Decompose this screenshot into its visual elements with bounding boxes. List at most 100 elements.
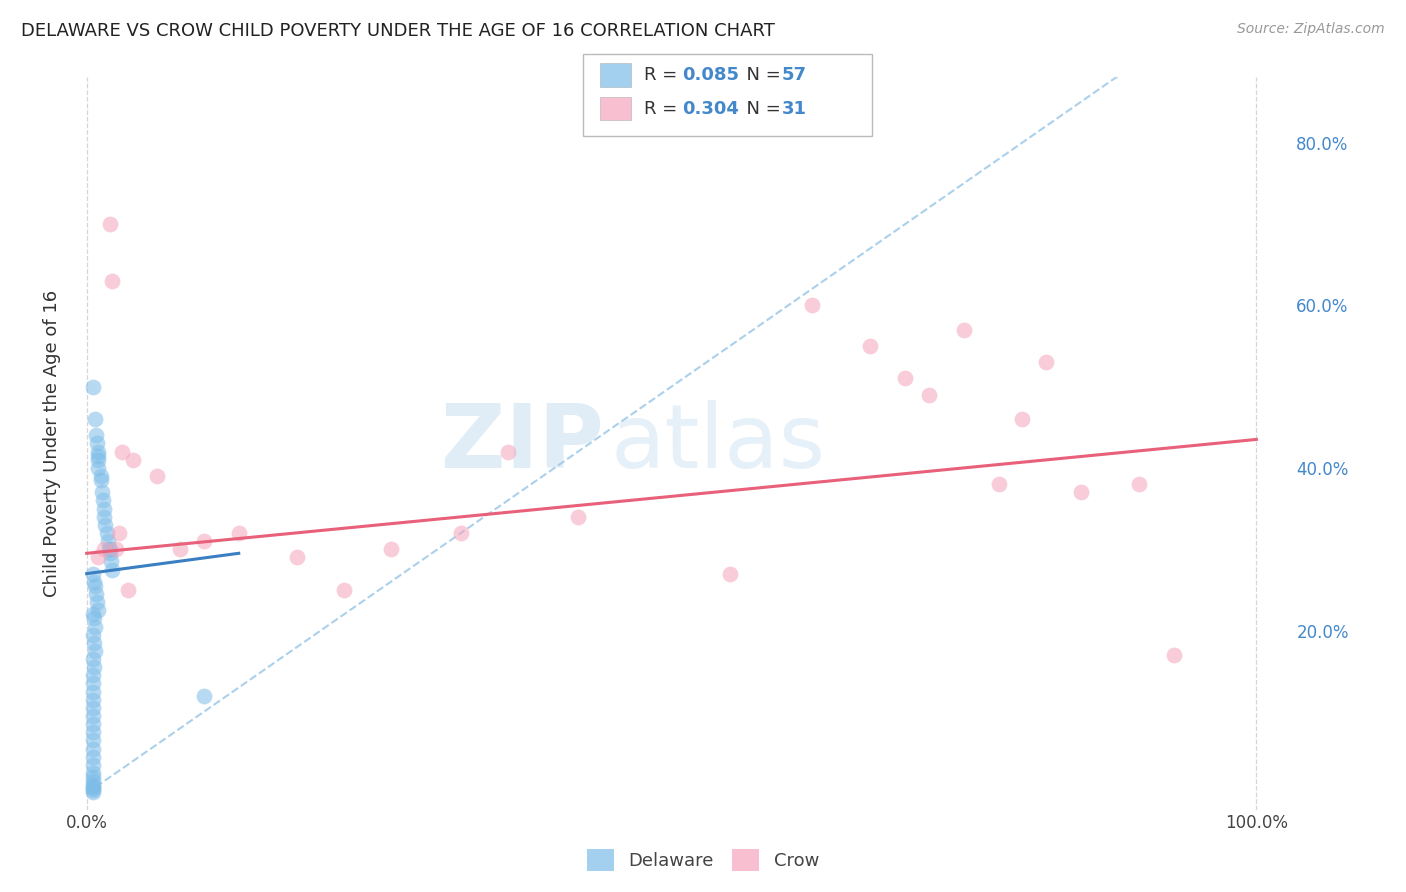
Text: 57: 57	[782, 66, 807, 84]
Point	[800, 298, 823, 312]
Point	[718, 566, 741, 581]
Point	[87, 449, 110, 463]
Point	[918, 387, 941, 401]
Point	[100, 554, 122, 568]
Point	[1163, 648, 1185, 662]
Point	[104, 542, 127, 557]
Point	[169, 542, 191, 557]
Point	[93, 501, 115, 516]
Legend: Delaware, Crow: Delaware, Crow	[579, 842, 827, 879]
Point	[146, 469, 169, 483]
Point	[894, 371, 917, 385]
Point	[101, 274, 124, 288]
Point	[82, 733, 104, 747]
Point	[82, 725, 104, 739]
Point	[82, 780, 104, 794]
Point	[228, 525, 250, 540]
Point	[1070, 485, 1092, 500]
Point	[193, 689, 215, 703]
Point	[1128, 477, 1150, 491]
Text: R =: R =	[644, 100, 683, 118]
Text: DELAWARE VS CROW CHILD POVERTY UNDER THE AGE OF 16 CORRELATION CHART: DELAWARE VS CROW CHILD POVERTY UNDER THE…	[21, 22, 775, 40]
Point	[82, 379, 104, 393]
Y-axis label: Child Poverty Under the Age of 16: Child Poverty Under the Age of 16	[44, 290, 60, 597]
Point	[93, 542, 115, 557]
Point	[83, 644, 105, 658]
Point	[83, 574, 105, 589]
Point	[82, 566, 104, 581]
Point	[567, 509, 589, 524]
Point	[83, 579, 105, 593]
Point	[953, 323, 976, 337]
Point	[193, 534, 215, 549]
Point	[87, 444, 110, 458]
Point	[97, 542, 120, 557]
Point	[82, 774, 104, 789]
Point	[83, 636, 105, 650]
Point	[83, 611, 105, 625]
Point	[82, 757, 104, 772]
Text: atlas: atlas	[610, 400, 825, 487]
Point	[82, 770, 104, 784]
Point	[83, 660, 105, 674]
Point	[122, 452, 145, 467]
Text: Source: ZipAtlas.com: Source: ZipAtlas.com	[1237, 22, 1385, 37]
Point	[98, 546, 121, 560]
Point	[82, 607, 104, 622]
Point	[82, 717, 104, 731]
Point	[87, 550, 110, 565]
Point	[86, 595, 108, 609]
Point	[111, 444, 134, 458]
Point	[96, 525, 118, 540]
Point	[108, 525, 131, 540]
Point	[82, 784, 104, 798]
Point	[98, 217, 121, 231]
Text: 0.085: 0.085	[682, 66, 740, 84]
Point	[90, 469, 112, 483]
Text: N =: N =	[735, 100, 787, 118]
Point	[82, 668, 104, 682]
Point	[82, 783, 104, 797]
Point	[87, 461, 110, 475]
Point	[90, 485, 112, 500]
Text: 31: 31	[782, 100, 807, 118]
Point	[450, 525, 472, 540]
Point	[91, 493, 114, 508]
Point	[86, 436, 108, 450]
Point	[1035, 355, 1057, 369]
Point	[83, 619, 105, 633]
Point	[859, 339, 882, 353]
Point	[94, 517, 117, 532]
Point	[82, 781, 104, 796]
Point	[90, 473, 112, 487]
Point	[98, 542, 121, 557]
Point	[82, 778, 104, 792]
Point	[82, 741, 104, 756]
Point	[82, 676, 104, 690]
Point	[82, 652, 104, 666]
Text: 0.304: 0.304	[682, 100, 738, 118]
Point	[117, 582, 139, 597]
Point	[82, 709, 104, 723]
Point	[496, 444, 519, 458]
Point	[82, 684, 104, 698]
Text: N =: N =	[735, 66, 787, 84]
Text: ZIP: ZIP	[441, 400, 605, 487]
Point	[82, 692, 104, 706]
Point	[83, 412, 105, 426]
Point	[1011, 412, 1033, 426]
Point	[101, 563, 124, 577]
Point	[285, 550, 308, 565]
Point	[84, 428, 107, 442]
Point	[988, 477, 1011, 491]
Point	[87, 452, 110, 467]
Point	[333, 582, 356, 597]
Text: R =: R =	[644, 66, 683, 84]
Point	[97, 534, 120, 549]
Point	[82, 749, 104, 764]
Point	[93, 509, 115, 524]
Point	[84, 587, 107, 601]
Point	[82, 701, 104, 715]
Point	[82, 627, 104, 641]
Point	[380, 542, 402, 557]
